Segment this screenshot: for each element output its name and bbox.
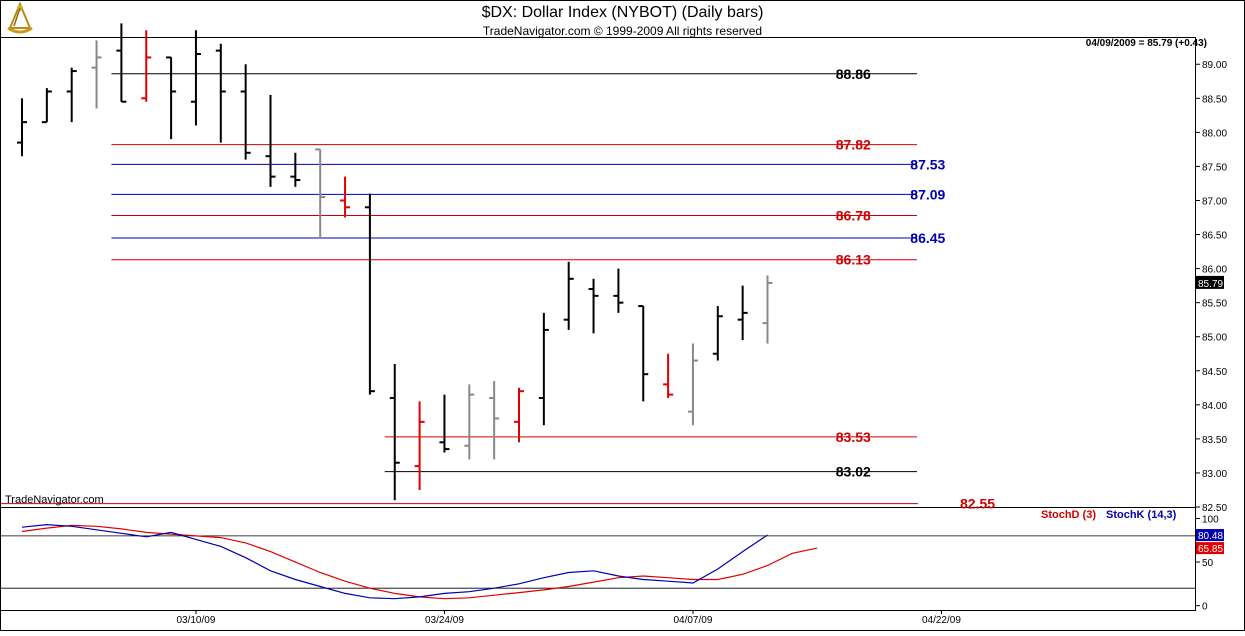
level-label: 83.53	[836, 429, 871, 445]
stoch-value-box	[1196, 529, 1224, 542]
price-axis-label: 88.00	[1202, 128, 1227, 139]
stoch-panel-border	[0, 507, 1196, 611]
stoch-value-label: 80.48	[1198, 531, 1223, 542]
level-label: 83.02	[836, 464, 871, 480]
level-label: 87.09	[910, 186, 945, 202]
last-price-label: 85.79	[1198, 279, 1223, 290]
stoch-axis-label: 0	[1202, 602, 1208, 613]
price-axis-label: 88.50	[1202, 94, 1227, 105]
level-label: 86.45	[910, 230, 945, 246]
price-axis-label: 87.50	[1202, 162, 1227, 173]
level-label: 86.13	[836, 252, 871, 268]
price-axis-label: 83.50	[1202, 435, 1227, 446]
stoch-series-line	[21, 523, 768, 600]
legend-stochd: StochD (3)	[1041, 509, 1096, 521]
date-axis-label: 04/22/09	[922, 615, 961, 626]
price-axis-label: 87.00	[1202, 196, 1227, 207]
price-axis-label: 86.50	[1202, 231, 1227, 242]
level-label: 88.86	[836, 66, 871, 82]
watermark: TradeNavigator.com	[5, 494, 104, 506]
last-quote: 04/09/2009 = 85.79 (+0.43)	[1085, 38, 1207, 49]
legend-stochk: StochK (14,3)	[1106, 509, 1177, 521]
price-axis-label: 84.50	[1202, 367, 1227, 378]
stoch-value-label: 65.85	[1198, 544, 1223, 555]
price-axis-label: 83.00	[1202, 469, 1227, 480]
price-axis-label: 86.00	[1202, 265, 1227, 276]
level-label: 86.78	[836, 207, 871, 223]
price-axis-label: 85.50	[1202, 299, 1227, 310]
date-axis-label: 04/07/09	[673, 615, 712, 626]
chart-title: $DX: Dollar Index (NYBOT) (Daily bars)	[481, 4, 764, 21]
price-axis-label: 89.00	[1202, 60, 1227, 71]
chart-subtitle: TradeNavigator.com © 1999-2009 All right…	[482, 24, 763, 38]
price-axis-label: 84.00	[1202, 401, 1227, 412]
stoch-value-box	[1196, 542, 1224, 555]
level-label: 82.55	[960, 496, 995, 512]
level-label: 87.53	[910, 156, 945, 172]
last-price-box	[1196, 275, 1224, 289]
price-axis-label: 82.50	[1202, 503, 1227, 514]
date-axis-label: 03/10/09	[176, 615, 215, 626]
date-axis-label: 03/24/09	[425, 615, 464, 626]
stoch-axis-label: 50	[1202, 558, 1214, 569]
stoch-axis-label: 100	[1202, 514, 1219, 525]
price-panel-border	[0, 37, 1196, 508]
level-label: 87.82	[836, 137, 871, 153]
sextant-logo-icon	[4, 1, 36, 39]
price-axis-label: 85.00	[1202, 333, 1227, 344]
